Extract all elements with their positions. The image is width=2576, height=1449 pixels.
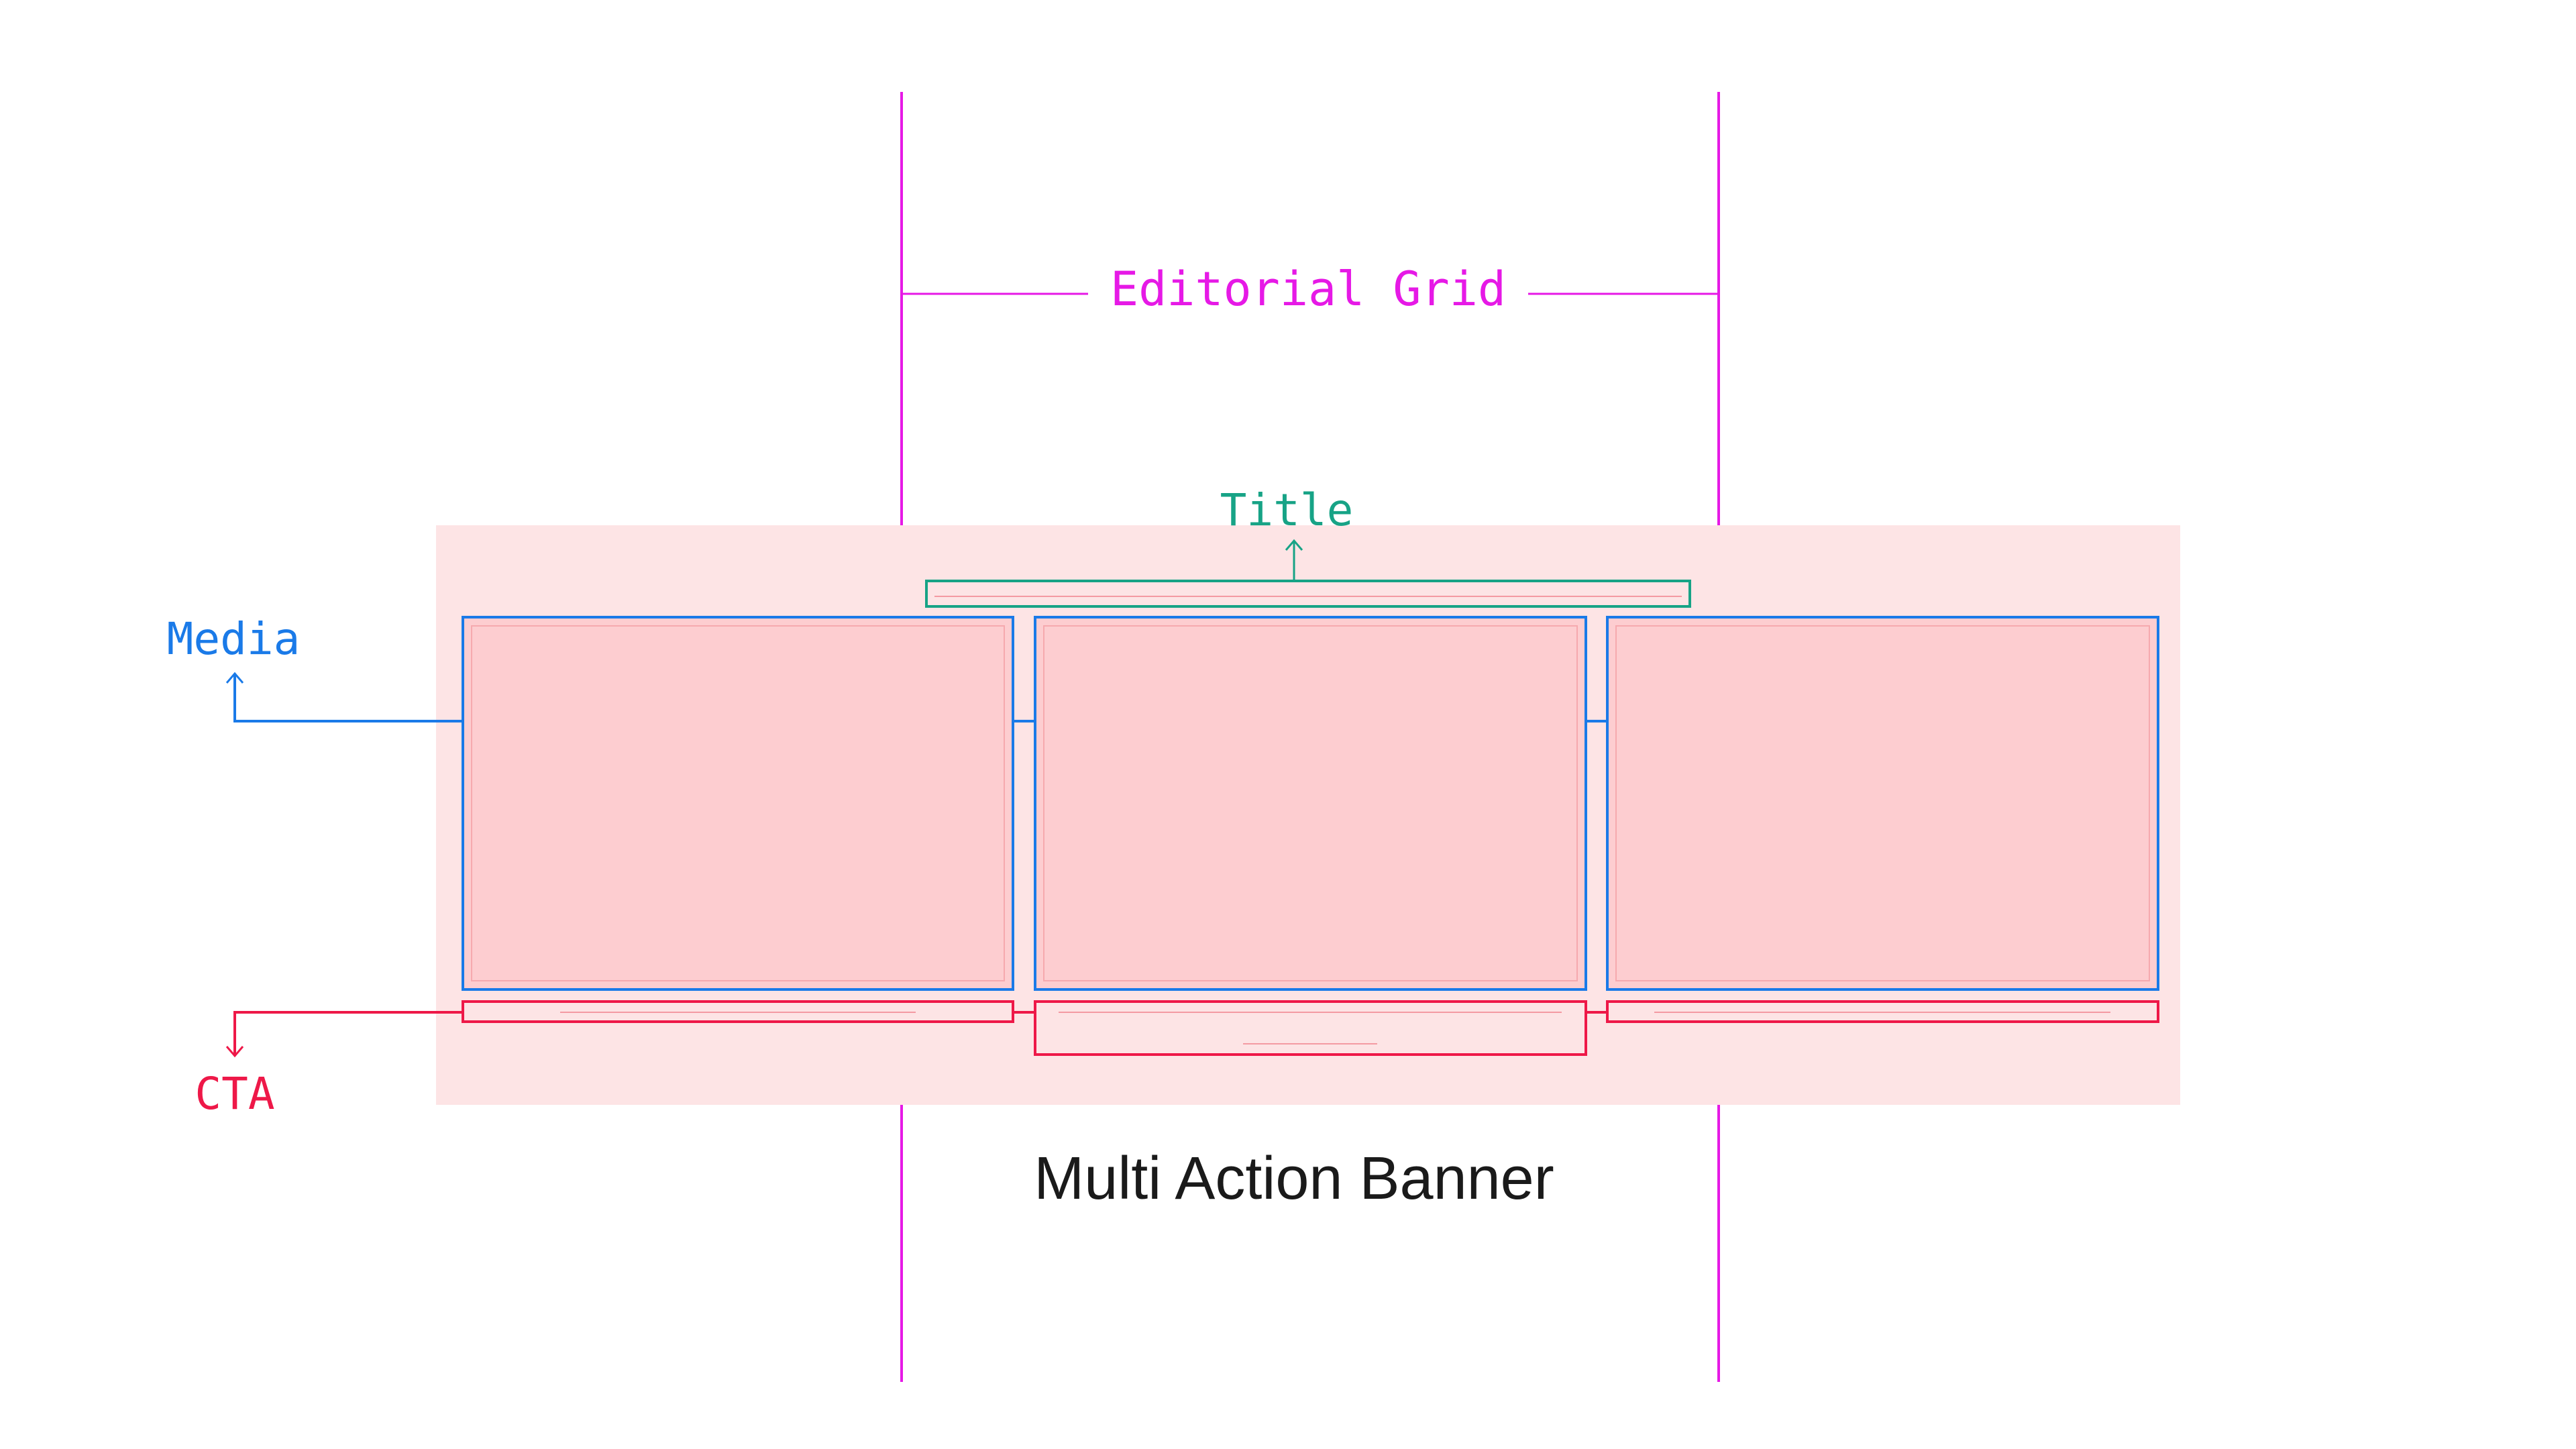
- media-image-placeholder-2: [1043, 625, 1578, 981]
- component-name-caption: Multi Action Banner: [1034, 1145, 1554, 1212]
- media-connector-line: [233, 675, 463, 722]
- editorial-grid-label: Editorial Grid: [1110, 262, 1506, 317]
- title-label: Title: [1220, 484, 1354, 536]
- cta-arrow-head: [225, 1046, 244, 1058]
- title-arrow-head: [1285, 539, 1303, 551]
- media-card-3: [1606, 616, 2159, 991]
- media-label: Media: [167, 613, 301, 665]
- media-image-placeholder-1: [471, 625, 1005, 981]
- cta-connector-line: [233, 1011, 463, 1055]
- cta-box-2: [1034, 1000, 1587, 1056]
- media-card-1: [462, 616, 1014, 991]
- cta-label: CTA: [195, 1068, 274, 1120]
- media-card-2: [1034, 616, 1587, 991]
- title-box: [925, 580, 1691, 608]
- media-image-placeholder-3: [1615, 625, 2150, 981]
- media-arrow-head: [225, 672, 244, 684]
